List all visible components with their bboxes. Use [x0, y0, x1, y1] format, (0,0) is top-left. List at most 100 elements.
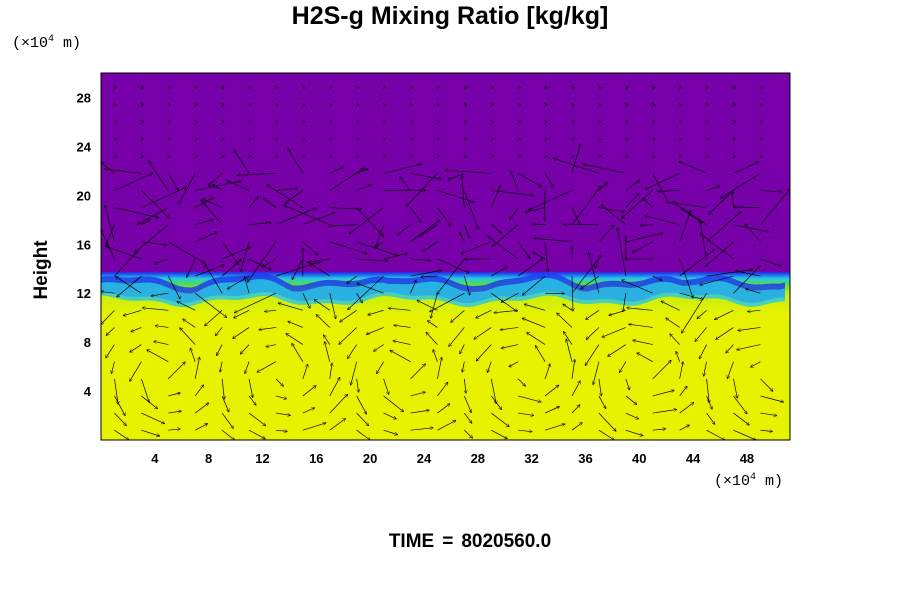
wind-arrow — [410, 220, 440, 243]
x-tick-label: 8 — [205, 451, 212, 466]
wind-arrow — [451, 310, 465, 322]
wind-arrow — [488, 236, 519, 260]
wind-arrow — [595, 258, 600, 268]
wind-arrow — [248, 197, 258, 208]
wind-arrow — [284, 205, 330, 226]
wind-arrow — [462, 361, 465, 372]
wind-arrow — [141, 412, 164, 423]
wind-arrow — [715, 310, 734, 319]
wind-arrow — [461, 241, 492, 254]
wind-arrow — [464, 412, 471, 423]
wind-arrow — [464, 429, 472, 438]
wind-arrow — [155, 326, 169, 328]
wind-arrow — [356, 378, 359, 392]
wind-arrow — [534, 238, 573, 243]
wind-arrow — [183, 319, 196, 328]
x-tick-label: 40 — [632, 451, 646, 466]
wind-arrow — [356, 185, 371, 191]
wind-arrow — [106, 344, 115, 358]
wind-arrow — [697, 310, 707, 318]
wind-arrow — [544, 241, 548, 272]
wind-arrow — [195, 232, 217, 243]
wind-arrow — [168, 411, 181, 414]
wind-arrow — [292, 258, 304, 280]
wind-arrow — [325, 342, 331, 362]
wind-arrow — [544, 173, 553, 187]
wind-arrow — [205, 310, 223, 325]
wind-arrow — [500, 327, 519, 329]
y-axis-ticks: 4 8 12 16 20 24 28 — [77, 90, 92, 399]
wind-arrow — [448, 172, 465, 180]
wind-arrow — [491, 267, 507, 277]
wind-arrow — [217, 344, 223, 356]
wind-arrow — [410, 410, 430, 414]
x-tick-label: 28 — [471, 451, 485, 466]
wind-arrow — [460, 344, 465, 354]
wind-arrow — [572, 276, 573, 311]
wind-arrow — [248, 378, 253, 398]
wind-arrow — [598, 395, 606, 409]
wind-arrow — [275, 378, 283, 386]
wind-arrow — [248, 395, 256, 405]
interface-cyan — [101, 277, 785, 308]
wind-arrow — [492, 224, 519, 247]
wind-arrow — [706, 412, 715, 424]
wind-arrow — [410, 428, 433, 431]
wind-arrow — [554, 159, 600, 174]
wind-arrow — [679, 386, 687, 397]
wind-arrow — [622, 280, 653, 294]
wind-arrow — [726, 344, 734, 353]
wind-arrow — [445, 170, 492, 174]
wind-arrow — [699, 344, 707, 359]
wind-arrow — [141, 190, 169, 218]
wind-arrow — [622, 190, 653, 218]
wind-arrow — [532, 224, 546, 225]
wind-arrow — [135, 224, 169, 253]
wind-arrow — [302, 408, 315, 414]
wind-arrow — [706, 429, 725, 440]
wind-arrow — [105, 169, 142, 174]
wind-arrow — [522, 318, 546, 328]
wind-arrow — [652, 409, 677, 414]
wind-arrow — [114, 429, 128, 440]
wind-arrow — [566, 339, 573, 362]
wind-arrow — [275, 395, 286, 399]
wind-arrow — [571, 207, 580, 225]
wind-arrow — [491, 224, 501, 233]
wind-arrow — [168, 362, 185, 380]
wind-arrow — [151, 292, 169, 296]
wind-arrow — [195, 181, 241, 191]
wind-arrow — [706, 378, 710, 403]
wind-arrow — [167, 275, 180, 299]
wind-arrow — [329, 167, 343, 174]
wind-arrow — [625, 180, 640, 191]
wind-arrow — [695, 327, 707, 341]
wind-arrow — [557, 313, 573, 328]
x-tick-label: 36 — [578, 451, 592, 466]
wind-arrow — [130, 344, 142, 352]
wind-arrow — [339, 327, 357, 344]
wind-arrow — [329, 225, 357, 227]
wind-arrow — [101, 310, 115, 324]
wind-arrow — [410, 259, 431, 260]
wind-arrow — [746, 289, 761, 294]
wind-arrow — [245, 361, 250, 374]
wind-arrow — [464, 378, 466, 393]
wind-arrow — [459, 232, 465, 242]
wind-arrow — [265, 310, 276, 311]
wind-arrow — [760, 395, 783, 402]
wind-arrow — [476, 344, 492, 361]
wind-arrow — [544, 190, 545, 220]
time-equals: = — [442, 531, 454, 552]
wind-arrow — [517, 173, 541, 186]
wind-arrow — [679, 162, 707, 174]
wind-arrow — [733, 429, 756, 440]
wind-arrow — [195, 220, 213, 226]
wind-arrow — [421, 276, 438, 277]
wind-arrow — [437, 258, 469, 273]
wind-arrow — [517, 378, 525, 386]
wind-arrow — [571, 423, 582, 431]
wind-arrow — [733, 412, 749, 425]
wind-arrow — [215, 327, 223, 335]
wind-arrow — [285, 190, 304, 203]
